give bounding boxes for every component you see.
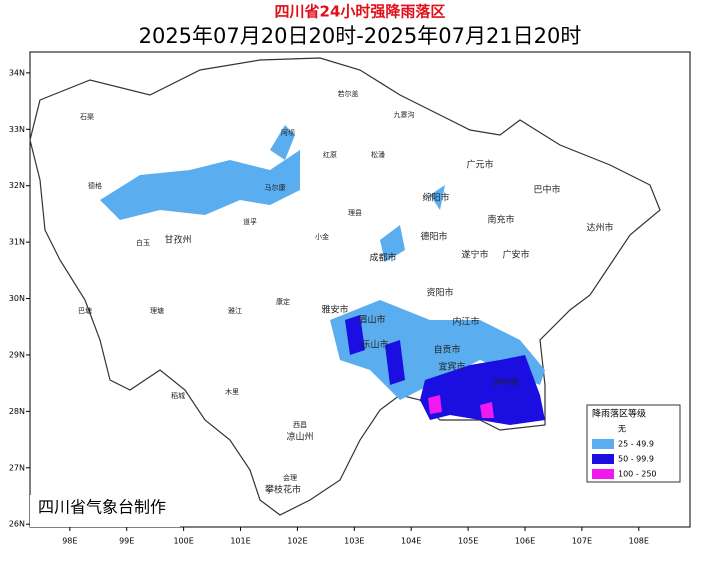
y-tick-label: 34N <box>9 68 25 77</box>
title: 四川省24小时强降雨落区 <box>275 3 446 21</box>
x-tick-label: 105E <box>458 537 478 546</box>
place-label: 广元市 <box>466 159 493 171</box>
place-label: 巴塘 <box>78 306 92 315</box>
credit-box <box>30 495 180 527</box>
place-label: 甘孜州 <box>164 234 191 246</box>
place-label: 攀枝花市 <box>265 484 301 496</box>
x-tick-label: 98E <box>62 537 77 546</box>
y-tick-label: 27N <box>9 463 25 472</box>
place-label: 白玉 <box>136 238 150 247</box>
place-label: 道孚 <box>243 217 257 226</box>
place-label: 石渠 <box>80 112 94 121</box>
place-label: 稻城 <box>171 391 185 400</box>
place-label: 资阳市 <box>426 287 453 299</box>
y-tick-label: 29N <box>9 350 25 359</box>
place-label: 绵阳市 <box>422 192 449 204</box>
rain-heavy <box>345 315 545 425</box>
legend-label: 100 - 250 <box>618 470 657 479</box>
x-tick-label: 100E <box>173 537 193 546</box>
place-label: 成都市 <box>369 252 396 264</box>
x-tick-label: 101E <box>230 537 250 546</box>
legend-label: 50 - 99.9 <box>618 455 654 464</box>
place-label: 德阳市 <box>420 231 447 243</box>
place-label: 广安市 <box>502 249 529 261</box>
place-label: 乐山市 <box>361 339 388 351</box>
place-label: 巴中市 <box>533 184 560 196</box>
place-label: 自贡市 <box>433 344 460 356</box>
place-label: 若尔盖 <box>338 89 359 98</box>
place-label: 凉山州 <box>286 431 313 443</box>
x-tick-label: 107E <box>572 537 592 546</box>
x-tick-label: 99E <box>119 537 134 546</box>
x-tick-label: 104E <box>401 537 421 546</box>
legend-title: 降雨落区等级 <box>592 408 646 420</box>
legend-swatch <box>592 469 614 479</box>
place-label: 雅安市 <box>321 304 348 316</box>
place-label: 西昌 <box>293 421 307 429</box>
y-tick-label: 32N <box>9 181 25 190</box>
place-label: 松潘 <box>371 150 385 159</box>
rain-extreme <box>428 395 494 418</box>
legend-swatch <box>591 423 615 435</box>
place-label: 康定 <box>276 297 290 306</box>
legend-label: 无 <box>618 425 626 434</box>
y-tick-label: 28N <box>9 407 25 416</box>
place-label: 德格 <box>88 181 102 190</box>
place-label: 理塘 <box>150 306 164 315</box>
place-label: 宜宾市 <box>438 361 465 373</box>
y-tick-label: 30N <box>9 294 25 303</box>
place-label: 泸州市 <box>492 377 519 389</box>
place-label: 遂宁市 <box>461 249 488 261</box>
y-tick-label: 33N <box>9 125 25 134</box>
rain-light <box>100 125 545 400</box>
x-tick-label: 108E <box>629 537 649 546</box>
subtitle: 2025年07月20日20时-2025年07月21日20时 <box>139 24 582 48</box>
legend-swatch <box>592 454 614 464</box>
y-tick-label: 31N <box>9 238 25 247</box>
x-tick-label: 106E <box>515 537 535 546</box>
place-label: 木里 <box>225 387 239 396</box>
place-label: 会理 <box>283 473 297 482</box>
place-label: 南充市 <box>487 214 514 226</box>
place-label: 阿坝 <box>281 128 295 137</box>
place-label: 红原 <box>323 150 337 159</box>
place-label: 马尔康 <box>265 183 286 192</box>
legend-label: 25 - 49.9 <box>618 440 654 449</box>
place-label: 内江市 <box>452 316 479 328</box>
place-label: 眉山市 <box>358 314 385 326</box>
place-label: 理县 <box>348 209 362 217</box>
legend-swatch <box>592 439 614 449</box>
y-tick-label: 26N <box>9 520 25 529</box>
place-label: 九寨沟 <box>394 110 415 119</box>
place-label: 雅江 <box>228 306 242 315</box>
x-tick-label: 102E <box>287 537 307 546</box>
place-label: 达州市 <box>586 222 613 234</box>
x-tick-label: 103E <box>344 537 364 546</box>
place-label: 小金 <box>315 232 329 241</box>
credit: 四川省气象台制作 <box>38 498 166 517</box>
